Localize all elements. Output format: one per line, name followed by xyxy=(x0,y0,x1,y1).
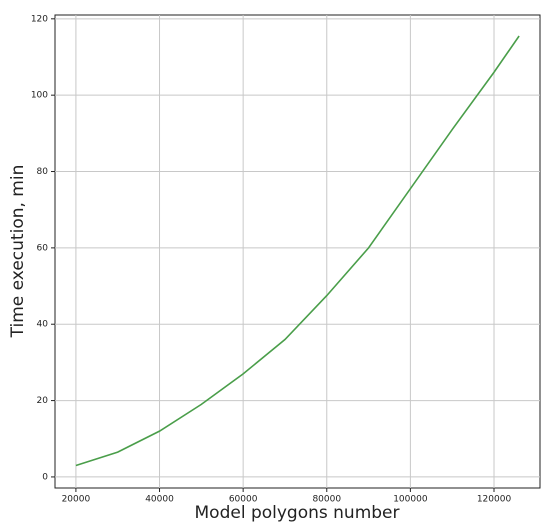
x-tick-label: 20000 xyxy=(62,495,91,505)
y-tick-label: 100 xyxy=(31,91,48,101)
data-line xyxy=(75,35,520,467)
y-tick-label: 20 xyxy=(37,396,49,406)
y-tick-label: 60 xyxy=(37,243,49,253)
y-tick-label: 40 xyxy=(37,320,49,330)
x-tick-label: 100000 xyxy=(393,495,428,505)
y-axis-title: Time execution, min xyxy=(8,165,28,339)
x-tick-label: 40000 xyxy=(145,495,174,505)
x-tick-label: 120000 xyxy=(477,495,512,505)
x-axis-title: Model polygons number xyxy=(195,503,400,523)
y-tick-label: 80 xyxy=(37,167,49,177)
y-tick-label: 0 xyxy=(42,472,48,482)
y-tick-label: 120 xyxy=(31,14,48,24)
x-tick-label: 60000 xyxy=(229,495,258,505)
plot-frame xyxy=(54,14,541,489)
x-tick-label: 80000 xyxy=(312,495,341,505)
